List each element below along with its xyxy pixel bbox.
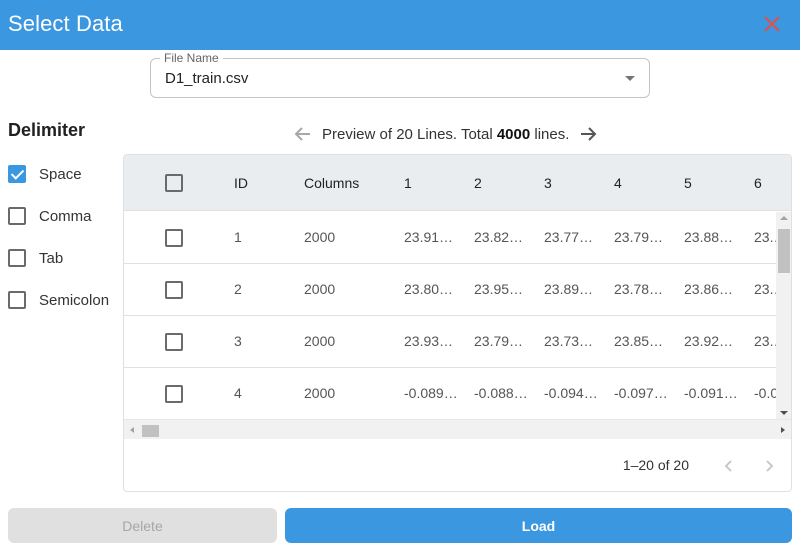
column-header-1[interactable]: 1 <box>404 175 412 191</box>
scroll-left-icon[interactable] <box>130 427 134 433</box>
row-checkbox[interactable] <box>165 281 183 299</box>
cell-columns: 2000 <box>304 333 336 349</box>
preview-prefix: Preview of 20 Lines. Total <box>322 125 497 143</box>
checkbox-icon[interactable] <box>8 207 26 225</box>
delimiter-option-tab[interactable]: Tab <box>8 246 63 270</box>
delimiter-option-label: Comma <box>39 207 92 225</box>
chevron-right-icon <box>766 460 774 472</box>
cell-id: 3 <box>234 333 242 349</box>
grid-footer: 1–20 of 20 <box>124 440 791 491</box>
row-checkbox[interactable] <box>165 229 183 247</box>
cell-value: -0.094… <box>544 385 598 401</box>
cell-columns: 2000 <box>304 281 336 297</box>
horizontal-scrollbar[interactable] <box>124 419 791 439</box>
close-button[interactable] <box>762 12 782 36</box>
horizontal-scroll-thumb[interactable] <box>142 425 159 437</box>
pagination-range: 1–20 of 20 <box>622 457 689 473</box>
cell-value: -0.097… <box>614 385 668 401</box>
preview-total-lines: 4000 <box>496 125 531 143</box>
arrow-left-icon <box>294 127 310 141</box>
cell-id: 4 <box>234 385 242 401</box>
cell-value: 23.91… <box>404 229 454 245</box>
table-row[interactable]: 4 2000 -0.089… -0.088… -0.094… -0.097… -… <box>124 368 776 420</box>
cell-value: 23.79… <box>474 333 524 349</box>
cell-value: 23.93… <box>404 333 454 349</box>
column-header-columns[interactable]: Columns <box>304 175 360 191</box>
preview-suffix: lines. <box>530 125 570 143</box>
previous-preview-button[interactable] <box>290 121 316 147</box>
row-checkbox[interactable] <box>165 385 183 403</box>
delete-button[interactable]: Delete <box>8 508 277 543</box>
select-all-checkbox[interactable] <box>165 174 183 192</box>
close-icon <box>764 16 780 32</box>
cell-value: 23.73… <box>544 333 594 349</box>
scroll-down-icon[interactable] <box>780 411 788 415</box>
vertical-scroll-thumb[interactable] <box>778 229 790 273</box>
preview-navigation: Preview of 20 Lines. Total 4000 lines. <box>290 120 601 148</box>
load-button[interactable]: Load <box>285 508 792 543</box>
column-header-3[interactable]: 3 <box>544 175 552 191</box>
cell-value: 23.… <box>754 281 776 297</box>
cell-value: 23.86… <box>684 281 734 297</box>
cell-value: 23.79… <box>614 229 664 245</box>
grid-header-row: ID Columns 1 2 3 4 5 6 <box>124 155 791 211</box>
cell-value: 23.80… <box>404 281 454 297</box>
next-preview-button[interactable] <box>575 121 601 147</box>
cell-value: 23.… <box>754 333 776 349</box>
delimiter-option-space[interactable]: Space <box>8 162 82 186</box>
delimiter-option-label: Tab <box>39 249 64 267</box>
row-checkbox[interactable] <box>165 333 183 351</box>
cell-value: 23.89… <box>544 281 594 297</box>
column-header-4[interactable]: 4 <box>614 175 622 191</box>
scroll-right-icon[interactable] <box>781 427 785 433</box>
delimiter-option-comma[interactable]: Comma <box>8 204 92 228</box>
cell-id: 1 <box>234 229 242 245</box>
column-header-5[interactable]: 5 <box>684 175 692 191</box>
cell-value: 23.78… <box>614 281 664 297</box>
data-grid: ID Columns 1 2 3 4 5 6 1 2000 23.91… 23.… <box>123 154 792 492</box>
cell-value: 23.88… <box>684 229 734 245</box>
column-header-6[interactable]: 6 <box>754 175 762 191</box>
cell-value: 23.95… <box>474 281 524 297</box>
column-header-2[interactable]: 2 <box>474 175 482 191</box>
cell-value: -0.088… <box>474 385 528 401</box>
cell-value: -0.091… <box>684 385 738 401</box>
checkbox-icon[interactable] <box>8 249 26 267</box>
cell-value: 23.85… <box>614 333 664 349</box>
preview-summary: Preview of 20 Lines. Total 4000 lines. <box>322 126 569 143</box>
cell-value: 23.77… <box>544 229 594 245</box>
dialog-header: Select Data <box>0 0 800 50</box>
cell-value: 23.… <box>754 229 776 245</box>
file-name-label: File Name <box>160 51 223 65</box>
checkbox-checked-icon[interactable] <box>8 165 26 183</box>
vertical-scrollbar[interactable] <box>776 212 791 419</box>
scroll-up-icon[interactable] <box>780 216 788 220</box>
dropdown-caret-icon <box>625 76 635 81</box>
cell-value: 23.82… <box>474 229 524 245</box>
checkbox-icon[interactable] <box>8 291 26 309</box>
file-name-value: D1_train.csv <box>165 70 249 87</box>
column-header-id[interactable]: ID <box>234 175 248 191</box>
previous-page-button[interactable] <box>717 454 741 478</box>
delimiter-option-label: Semicolon <box>39 291 110 309</box>
chevron-left-icon <box>724 460 732 472</box>
cell-columns: 2000 <box>304 385 336 401</box>
arrow-right-icon <box>581 127 597 141</box>
cell-value: -0.089… <box>404 385 458 401</box>
cell-value: 23.92… <box>684 333 734 349</box>
dialog-title: Select Data <box>8 11 123 36</box>
table-row[interactable]: 2 2000 23.80… 23.95… 23.89… 23.78… 23.86… <box>124 264 776 316</box>
next-page-button[interactable] <box>757 454 781 478</box>
delimiter-option-semicolon[interactable]: Semicolon <box>8 288 109 312</box>
table-row[interactable]: 1 2000 23.91… 23.82… 23.77… 23.79… 23.88… <box>124 212 776 264</box>
file-name-select[interactable]: File Name D1_train.csv <box>150 51 650 98</box>
cell-id: 2 <box>234 281 242 297</box>
table-row[interactable]: 3 2000 23.93… 23.79… 23.73… 23.85… 23.92… <box>124 316 776 368</box>
cell-columns: 2000 <box>304 229 336 245</box>
delimiter-option-label: Space <box>39 165 82 183</box>
delimiter-heading: Delimiter <box>8 120 86 140</box>
cell-value: -0.0… <box>754 385 776 401</box>
